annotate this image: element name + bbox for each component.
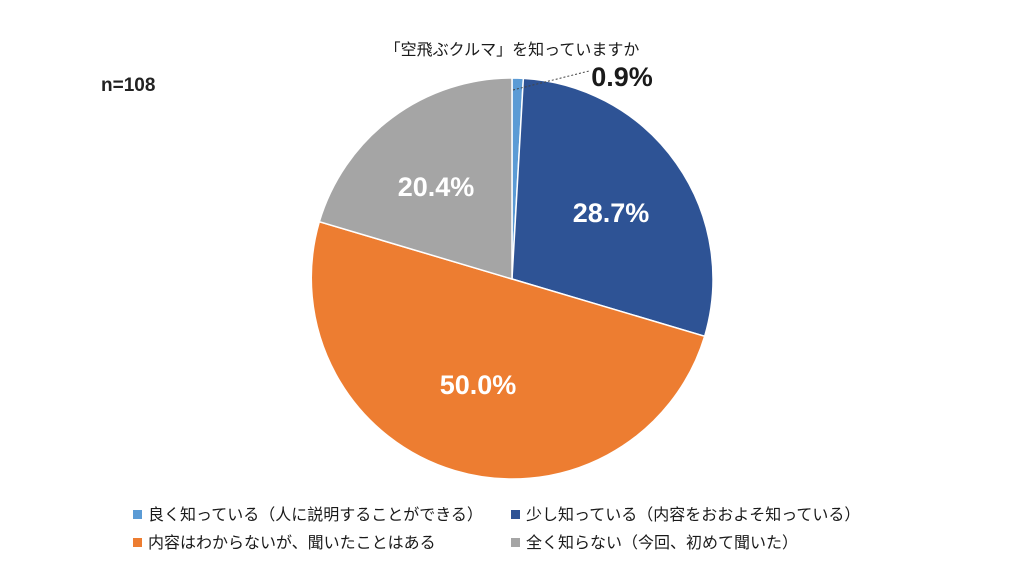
svg-text:0.9%: 0.9% (591, 62, 653, 92)
svg-text:50.0%: 50.0% (440, 370, 517, 400)
svg-text:28.7%: 28.7% (573, 198, 650, 228)
svg-text:20.4%: 20.4% (398, 172, 475, 202)
